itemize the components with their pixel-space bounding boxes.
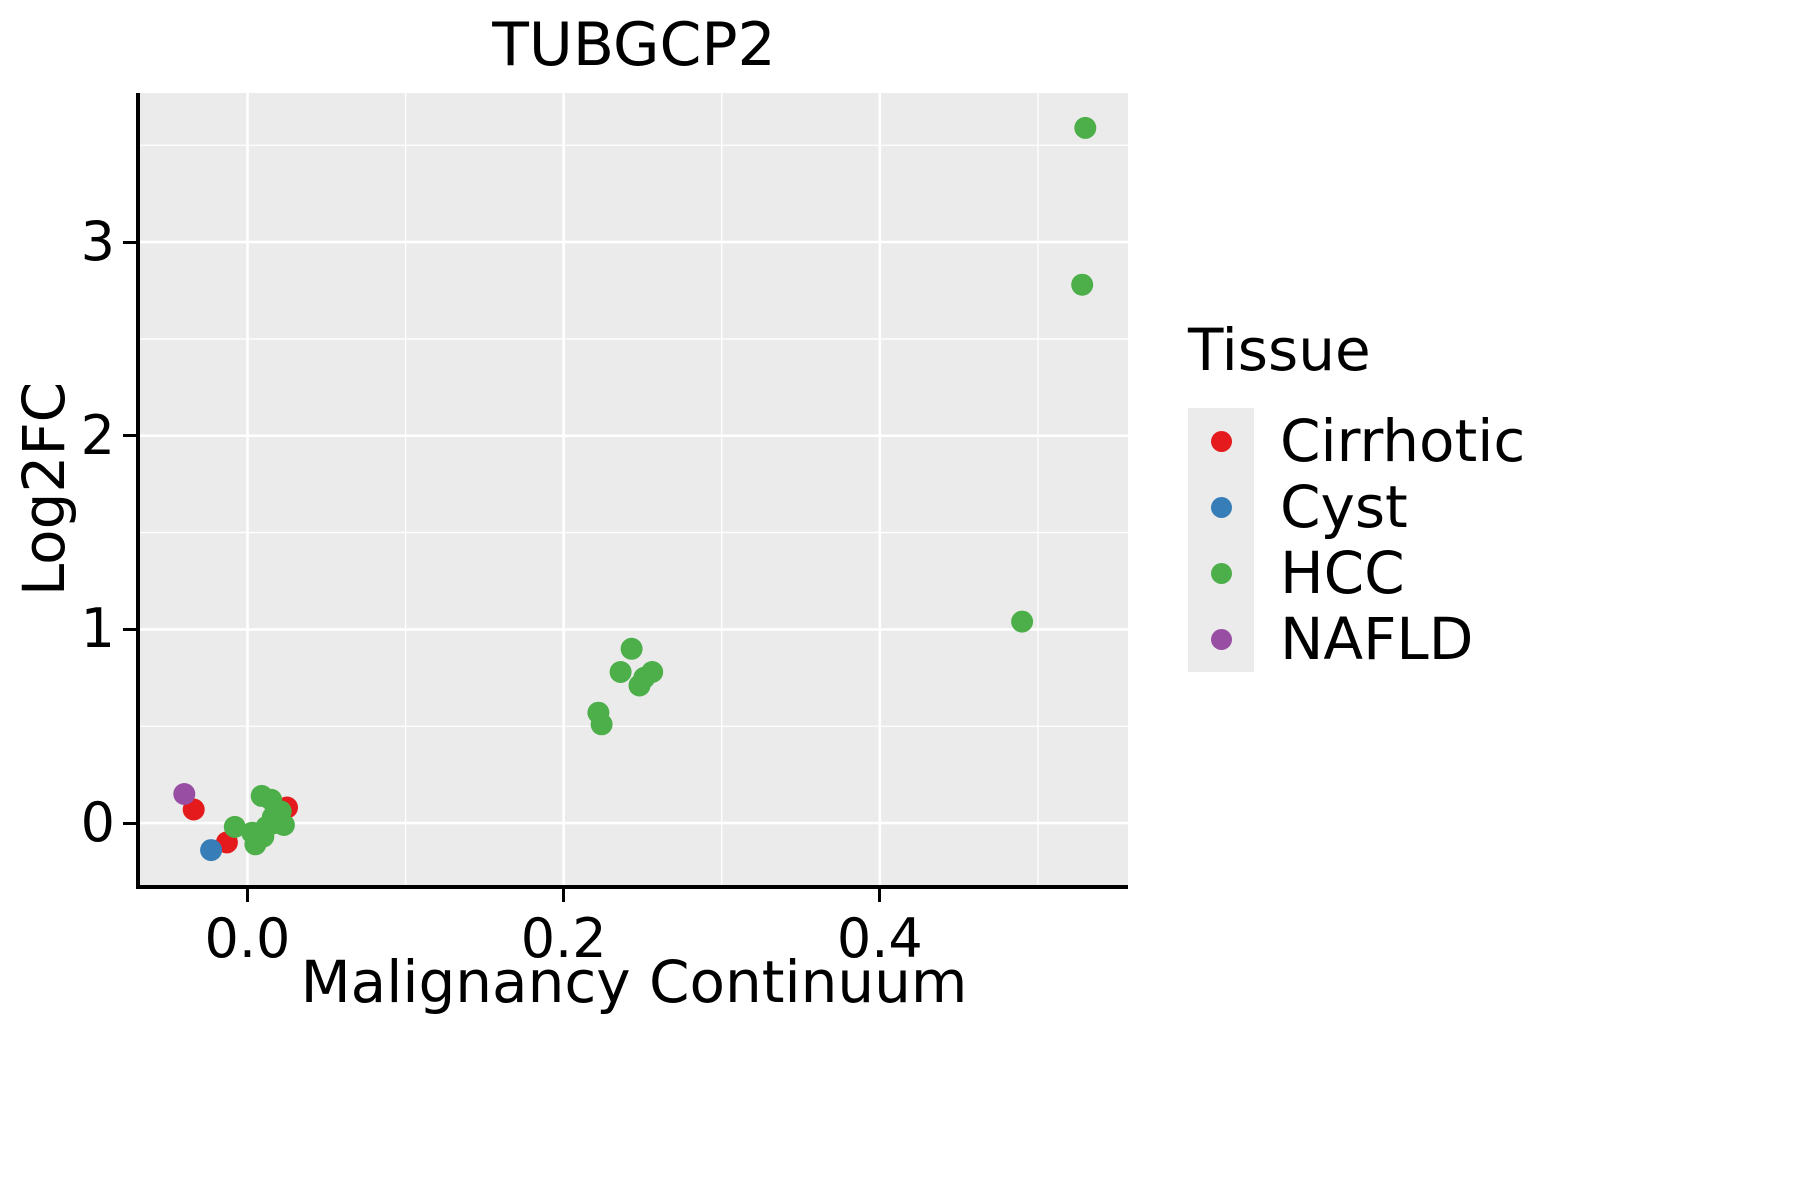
scatter-plot — [140, 93, 1128, 885]
legend-items: Cirrhotic Cyst HCC NAFLD — [1188, 408, 1525, 672]
data-point-hcc — [1074, 116, 1097, 139]
y-tick-mark — [123, 821, 136, 825]
data-point-hcc — [590, 713, 613, 736]
legend-item-label: HCC — [1280, 539, 1405, 607]
legend-key-swatch — [1188, 408, 1254, 474]
y-tick-label: 0 — [80, 791, 115, 855]
plot-panel — [136, 93, 1128, 889]
y-tick-mark — [123, 240, 136, 244]
y-tick-mark — [123, 627, 136, 631]
legend-item-label: Cirrhotic — [1280, 407, 1526, 475]
legend-key-swatch — [1188, 540, 1254, 606]
y-axis-label: Log2FC — [10, 381, 78, 597]
data-point-cyst — [200, 839, 223, 862]
data-point-hcc — [609, 661, 632, 683]
legend-item-hcc: HCC — [1188, 540, 1525, 606]
data-point-hcc — [1011, 610, 1034, 633]
legend: Tissue Cirrhotic Cyst HCC NAFLD — [1188, 316, 1525, 672]
y-tick-mark — [123, 434, 136, 438]
legend-item-cyst: Cyst — [1188, 474, 1525, 540]
data-point-hcc — [272, 814, 295, 836]
chart-title: TUBGCP2 — [492, 10, 776, 80]
legend-title: Tissue — [1188, 316, 1371, 384]
x-tick-label: 0.0 — [204, 907, 291, 970]
data-point-hcc — [1071, 273, 1094, 296]
legend-dot-icon — [1210, 562, 1232, 584]
legend-item-label: Cyst — [1280, 473, 1408, 541]
y-tick-label: 1 — [80, 597, 115, 661]
legend-key-swatch — [1188, 474, 1254, 540]
data-point-hcc — [620, 637, 643, 660]
x-axis-label: Malignancy Continuum — [300, 948, 968, 1016]
x-tick-mark — [245, 889, 249, 902]
data-point-nafld — [173, 783, 196, 805]
legend-item-nafld: NAFLD — [1188, 606, 1525, 672]
legend-item-cirrhotic: Cirrhotic — [1188, 408, 1525, 474]
y-tick-label: 3 — [80, 210, 115, 274]
legend-dot-icon — [1210, 430, 1232, 452]
legend-dot-icon — [1210, 496, 1232, 518]
x-tick-mark — [878, 889, 882, 902]
x-tick-mark — [562, 889, 566, 902]
data-point-hcc — [223, 815, 246, 838]
legend-key-swatch — [1188, 606, 1254, 672]
legend-dot-icon — [1210, 628, 1232, 650]
x-tick-label: 0.4 — [836, 907, 923, 970]
legend-item-label: NAFLD — [1280, 605, 1474, 673]
x-tick-label: 0.2 — [520, 907, 607, 970]
y-tick-label: 2 — [80, 403, 115, 467]
data-point-hcc — [633, 666, 656, 689]
